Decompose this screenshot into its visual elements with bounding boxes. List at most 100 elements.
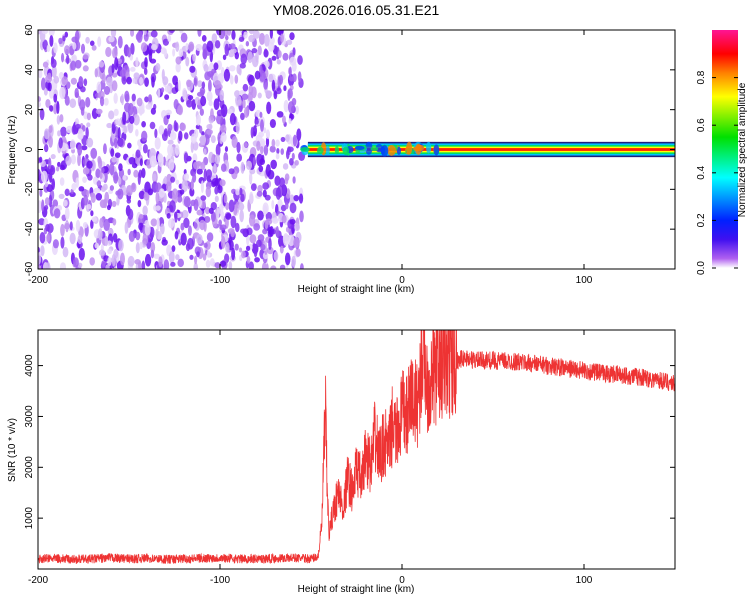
noise-blob <box>124 93 130 103</box>
noise-blob <box>103 85 111 95</box>
noise-blob <box>275 187 282 200</box>
noise-blob <box>246 255 251 264</box>
noise-blob <box>70 60 77 71</box>
noise-blob <box>223 68 231 82</box>
noise-blob <box>238 247 243 253</box>
noise-blob <box>77 234 83 245</box>
noise-blob <box>64 188 70 197</box>
noise-blob <box>218 219 222 227</box>
noise-blob <box>43 128 50 140</box>
noise-blob <box>70 77 77 85</box>
noise-blob <box>265 129 271 140</box>
snr-series-line <box>38 330 675 565</box>
noise-blob <box>210 135 216 144</box>
noise-blob <box>142 232 149 245</box>
noise-blob <box>49 35 54 47</box>
noise-blob <box>122 111 127 125</box>
y-tick-label: 0 <box>24 146 35 152</box>
noise-blob <box>225 242 230 253</box>
noise-blob <box>276 147 280 155</box>
noise-blob <box>228 261 233 269</box>
noise-blob <box>89 257 95 266</box>
noise-blob <box>245 245 251 252</box>
noise-blob <box>240 161 245 174</box>
noise-blob <box>43 88 48 96</box>
noise-blob <box>75 219 81 232</box>
noise-blob <box>64 95 70 106</box>
noise-blob <box>266 246 274 255</box>
noise-blob <box>193 128 199 139</box>
noise-blob <box>203 242 208 248</box>
noise-blob <box>75 177 80 188</box>
noise-blob <box>214 80 222 89</box>
noise-blob <box>138 145 142 151</box>
noise-blob <box>239 187 243 196</box>
noise-blob <box>262 182 270 190</box>
noise-blob <box>279 264 286 269</box>
noise-blob <box>121 93 125 106</box>
x-tick-label: -100 <box>210 575 230 586</box>
noise-blob <box>287 146 294 152</box>
noise-blob <box>168 30 175 34</box>
noise-blob <box>152 173 157 181</box>
noise-blob <box>265 90 273 98</box>
noise-blob <box>40 245 45 257</box>
noise-blob <box>280 204 287 212</box>
noise-blob <box>69 139 76 151</box>
noise-blob <box>167 218 175 229</box>
noise-blob <box>291 152 295 160</box>
noise-blob <box>48 125 53 133</box>
noise-blob <box>204 71 211 81</box>
noise-blob <box>248 34 256 43</box>
noise-blob <box>60 126 67 137</box>
noise-blob <box>128 230 136 243</box>
noise-blob <box>46 44 51 53</box>
noise-blob <box>38 200 42 214</box>
noise-blob <box>199 219 206 231</box>
noise-blob <box>110 148 115 157</box>
noise-blob <box>229 113 236 126</box>
noise-blob <box>164 94 170 100</box>
noise-blob <box>177 104 184 116</box>
y-tick-label: 1000 <box>24 507 35 530</box>
noise-blob <box>242 98 246 109</box>
noise-blob <box>168 250 175 264</box>
colorbar-tick-label: 0.4 <box>696 165 707 179</box>
noise-blob <box>130 30 135 37</box>
noise-blob <box>70 154 77 165</box>
noise-blob <box>139 241 143 250</box>
noise-blob <box>58 37 63 45</box>
noise-blob <box>254 119 259 125</box>
noise-blob <box>188 41 195 52</box>
noise-blob <box>48 30 55 37</box>
noise-blob <box>78 247 85 261</box>
y-tick-label: -60 <box>24 261 35 276</box>
noise-blob <box>250 183 257 192</box>
noise-blob <box>103 97 109 106</box>
noise-blob <box>214 262 221 269</box>
noise-blob <box>150 241 156 253</box>
noise-blob <box>74 87 79 98</box>
noise-blob <box>234 51 240 60</box>
noise-blob <box>107 228 114 236</box>
noise-blob <box>128 157 136 165</box>
noise-blob <box>228 168 235 175</box>
noise-blob <box>71 183 77 191</box>
noise-blob <box>53 93 58 103</box>
noise-blob <box>38 101 42 108</box>
noise-blob <box>85 36 90 44</box>
noise-blob <box>180 32 188 43</box>
noise-blob <box>278 74 284 85</box>
x-tick-label: 100 <box>576 275 593 286</box>
noise-blob <box>183 152 189 164</box>
noise-blob <box>111 63 115 74</box>
noise-blob <box>141 121 146 128</box>
noise-blob <box>151 44 158 51</box>
noise-blob <box>155 205 161 211</box>
noise-blob <box>300 263 304 269</box>
noise-blob <box>262 228 268 235</box>
noise-blob <box>229 43 236 50</box>
noise-blob <box>106 122 113 129</box>
noise-blob <box>135 242 140 254</box>
noise-blob <box>157 153 164 167</box>
